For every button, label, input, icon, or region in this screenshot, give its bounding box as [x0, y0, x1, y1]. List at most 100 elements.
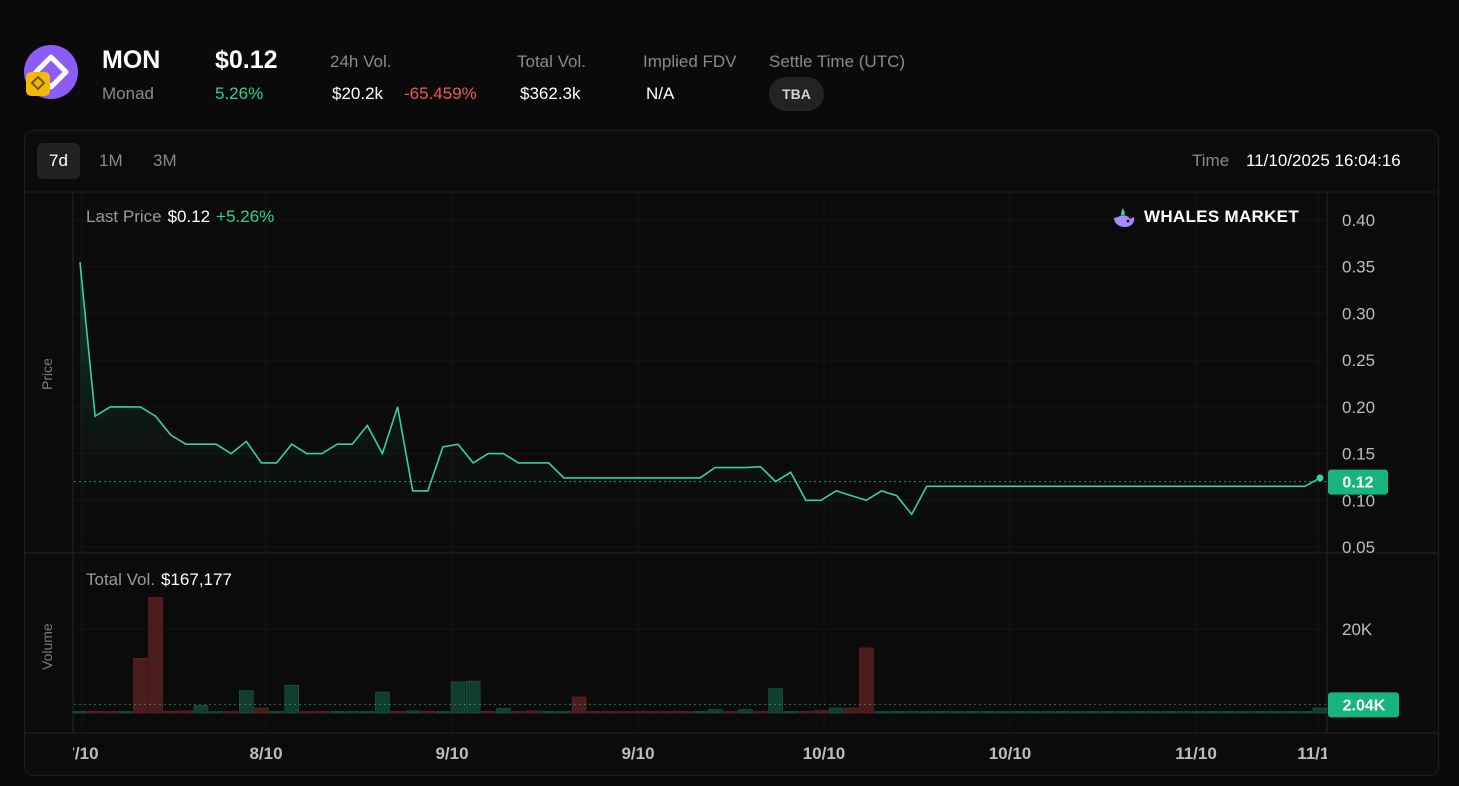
volume-bar [738, 709, 753, 714]
volume-bar [375, 691, 390, 714]
volume-bar [1010, 711, 1025, 714]
volume-bar [87, 710, 103, 714]
volume-bar [1146, 711, 1161, 714]
x-tick-label: 8/10 [249, 744, 282, 763]
price-legend-change: +5.26% [216, 207, 275, 226]
time-label: Time [1192, 151, 1230, 170]
total-vol-value: $362.3k [520, 84, 581, 103]
tab-1m[interactable]: 1M [99, 151, 123, 170]
volume-bar [511, 711, 526, 714]
volume-bar [269, 711, 284, 714]
time-value: 11/10/2025 16:04:16 [1246, 151, 1401, 170]
vol24h-value: $20.2k [332, 84, 384, 103]
volume-bar [480, 710, 496, 714]
volume-bar [995, 711, 1010, 714]
x-tick-label: 11/10 [1175, 744, 1217, 763]
tab-7d[interactable]: 7d [37, 143, 80, 179]
volume-legend-label: Total Vol. [86, 570, 155, 589]
volume-bar [859, 647, 874, 714]
volume-legend-value: $167,177 [161, 570, 232, 589]
volume-bar [1161, 711, 1177, 714]
volume-bar [163, 710, 179, 714]
volume-bar [601, 711, 617, 714]
volume-bar [405, 710, 420, 714]
volume-bar [390, 711, 405, 714]
volume-bar [1312, 707, 1328, 714]
price-axis-label: Price [39, 358, 55, 390]
price-line [79, 261, 1321, 516]
volume-bar [72, 711, 88, 714]
last-price-badge-label: 0.12 [1342, 475, 1373, 492]
volume-bar [465, 680, 481, 714]
volume-bar [949, 711, 965, 714]
volume-bar [1101, 711, 1116, 714]
volume-bar [783, 711, 798, 714]
volume-bar [904, 711, 919, 714]
vol24h-change: -65.459% [404, 84, 477, 103]
settle-time-badge: TBA [769, 77, 824, 111]
price-legend-value: $0.12 [167, 207, 211, 226]
volume-tick-label: 20K [1342, 620, 1373, 639]
last-volume-badge [1328, 692, 1399, 718]
volume-bar [178, 710, 194, 714]
volume-axis-label: Volume [39, 623, 55, 670]
implied-fdv-value: N/A [646, 84, 675, 103]
volume-bar [813, 710, 829, 714]
token-price-change: 5.26% [215, 84, 264, 103]
x-axis-left-mask [25, 740, 73, 770]
x-tick-label: 9/10 [435, 744, 468, 763]
volume-bar [435, 711, 451, 714]
volume-bar [239, 690, 254, 714]
volume-bar [1297, 711, 1313, 714]
monad-logo-icon [24, 45, 78, 99]
x-axis-right-mask [1327, 740, 1437, 770]
volume-bar [254, 707, 269, 714]
volume-bar [843, 707, 859, 714]
price-legend-label: Last Price [86, 207, 162, 226]
price-tick-label: 0.30 [1342, 304, 1375, 323]
token-symbol: MON [102, 46, 161, 74]
volume-bar [919, 711, 935, 714]
volume-bar [934, 711, 950, 714]
tab-3m[interactable]: 3M [153, 151, 177, 170]
volume-bar [753, 711, 768, 714]
volume-bar [617, 711, 632, 714]
whales-market-brand: WHALES MARKET [1112, 206, 1299, 228]
volume-bar [571, 696, 587, 714]
volume-legend: Total Vol. $167,177 [86, 570, 238, 590]
volume-bar [889, 711, 904, 714]
last-price-dot [1316, 474, 1324, 482]
volume-bar [1025, 711, 1040, 714]
volume-bar [647, 711, 662, 714]
volume-bar [284, 684, 299, 714]
volume-bar [1282, 711, 1298, 714]
volume-bar [677, 711, 693, 714]
volume-bar [556, 711, 572, 714]
volume-bar [299, 711, 315, 714]
price-tick-label: 0.15 [1342, 445, 1375, 464]
token-price: $0.12 [215, 46, 278, 74]
volume-bar [662, 711, 677, 714]
token-name: Monad [102, 84, 154, 103]
volume-bar [208, 711, 224, 714]
implied-fdv-label: Implied FDV [643, 52, 737, 71]
last-price-badge [1328, 469, 1388, 495]
volume-bar [314, 711, 330, 714]
volume-bar [1237, 711, 1252, 714]
brand-name: WHALES MARKET [1144, 207, 1299, 226]
volume-bar [420, 710, 435, 714]
price-tick-label: 0.20 [1342, 398, 1375, 417]
volume-bar [874, 711, 889, 714]
vol24h-label: 24h Vol. [330, 52, 392, 71]
volume-bar [1070, 711, 1086, 714]
volume-bar [768, 688, 783, 714]
price-area [80, 262, 1320, 550]
volume-bar [541, 711, 556, 714]
price-tick-label: 0.05 [1342, 538, 1375, 557]
chart-panel [24, 130, 1439, 776]
volume-bar [1085, 711, 1101, 714]
volume-bar [1222, 711, 1237, 714]
x-tick-label: 9/10 [621, 744, 654, 763]
volume-bar [1176, 711, 1192, 714]
